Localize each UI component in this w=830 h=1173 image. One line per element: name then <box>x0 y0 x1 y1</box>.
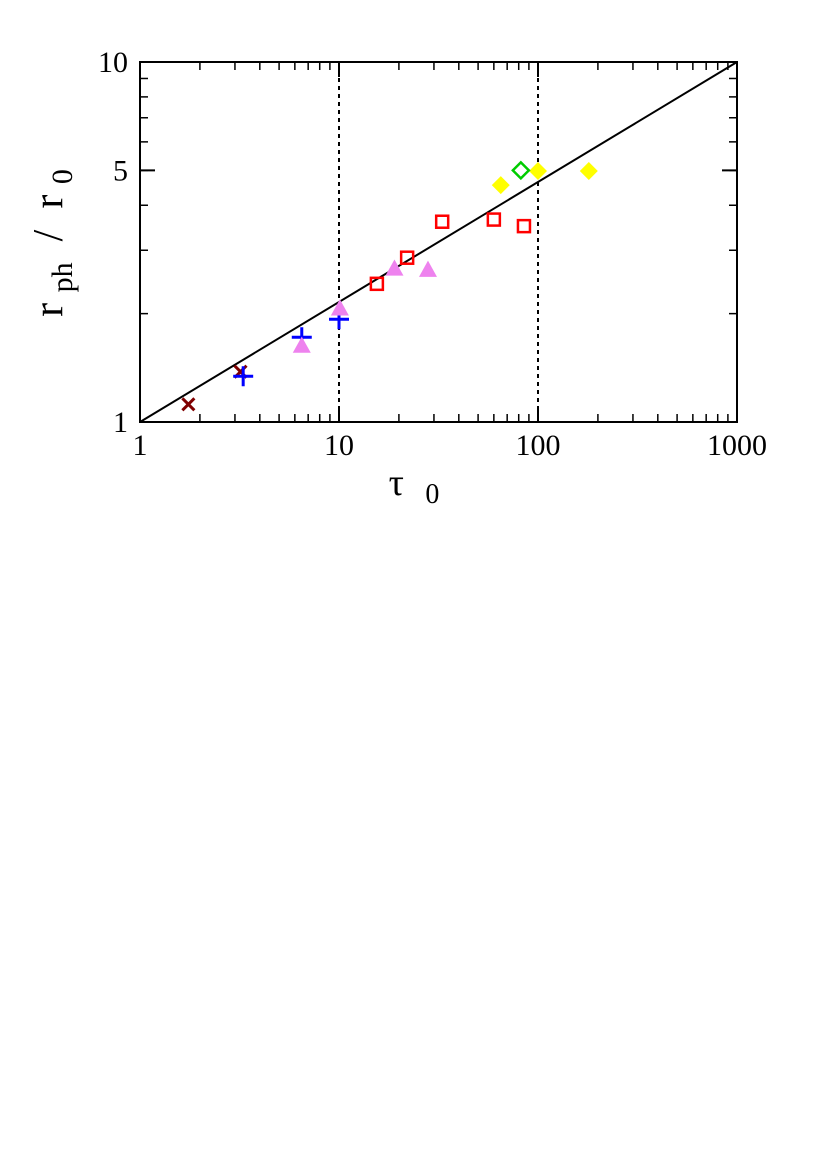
data-point-square-open <box>516 218 532 234</box>
x-axis-label: τ 0 <box>389 462 440 510</box>
y-axis-label-r0: r <box>26 195 72 209</box>
x-axis-label-symbol: τ <box>389 462 404 504</box>
data-point-triangle-filled <box>418 260 437 277</box>
x-tick-label: 100 <box>516 429 561 462</box>
x-axis-ticks: 1 10 100 1000 <box>133 62 767 462</box>
y-axis-label-slash: / <box>26 219 72 252</box>
y-tick-label: 1 <box>113 406 128 439</box>
x-tick-label: 1000 <box>707 429 767 462</box>
data-point-triangle-filled <box>330 299 349 316</box>
y-tick-label: 5 <box>113 154 128 187</box>
data-point-diamond-filled <box>491 176 510 195</box>
data-point-x <box>181 397 196 412</box>
data-point-square-open <box>434 214 450 229</box>
data-point-square-open <box>399 250 415 265</box>
reference-line <box>139 61 738 423</box>
data-point-diamond-filled <box>529 161 547 180</box>
data-points <box>181 160 598 412</box>
x-axis-label-subscript: 0 <box>425 479 439 510</box>
data-point-square-open <box>369 276 385 292</box>
y-axis-label-zero-subscript: 0 <box>46 169 79 184</box>
x-tick-label: 10 <box>324 429 354 462</box>
data-point-triangle-filled <box>292 336 311 353</box>
y-axis-label: r ph / r 0 <box>26 169 82 317</box>
y-tick-label: 10 <box>98 46 128 79</box>
data-point-diamond-open <box>511 160 531 181</box>
data-point-plus <box>233 366 254 387</box>
data-point-square-open <box>486 212 502 227</box>
data-point-triangle-filled <box>385 259 404 276</box>
plot-frame <box>139 61 738 423</box>
x-tick-label: 1 <box>133 429 148 462</box>
data-point-diamond-filled <box>579 161 598 180</box>
y-axis-label-r: r <box>26 303 72 317</box>
y-axis-label-ph-subscript: ph <box>46 262 79 292</box>
vertical-reference-lines <box>338 62 539 422</box>
